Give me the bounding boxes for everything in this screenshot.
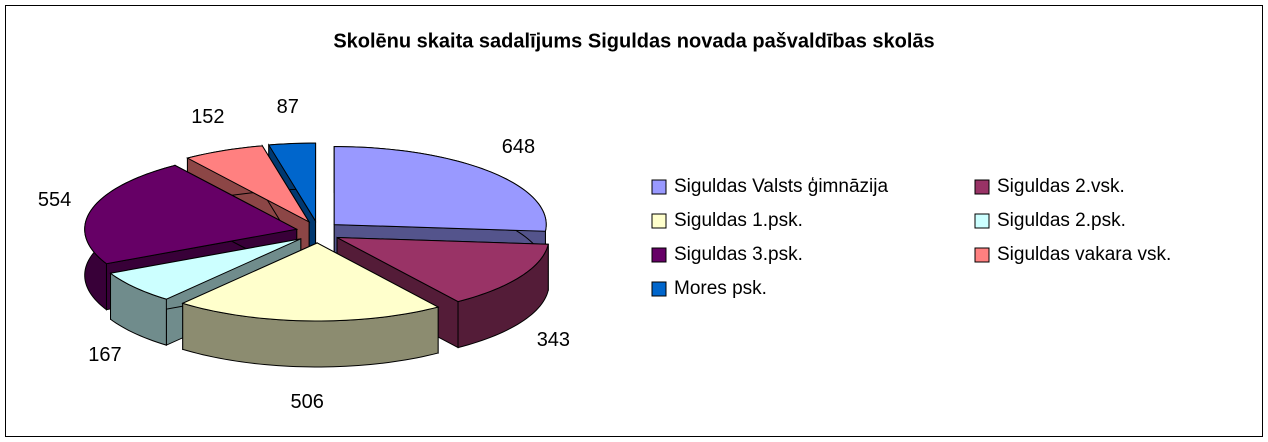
slice	[181, 242, 440, 322]
legend-label: Siguldas vakara vsk.	[997, 244, 1171, 265]
slice	[84, 164, 299, 265]
legend-swatch	[651, 213, 667, 229]
legend-label: Mores psk.	[674, 278, 767, 299]
legend-swatch	[651, 247, 667, 263]
legend-label: Siguldas 2.vsk.	[997, 176, 1125, 197]
legend-label: Siguldas Valsts ģimnāzija	[674, 176, 888, 197]
legend-swatch	[651, 281, 667, 297]
legend-label: Siguldas 2.psk.	[997, 210, 1126, 231]
data-label: 506	[291, 391, 324, 413]
legend-swatch	[651, 179, 667, 195]
data-label: 554	[38, 189, 71, 211]
legend-label: Siguldas 3.psk.	[674, 244, 803, 265]
data-label: 648	[502, 136, 535, 158]
slice	[333, 146, 547, 232]
data-label: 343	[537, 329, 570, 351]
slice	[336, 237, 549, 303]
data-label: 87	[277, 96, 299, 118]
data-label: 152	[191, 106, 224, 128]
legend-swatch	[974, 179, 990, 195]
data-label: 167	[88, 344, 121, 366]
slice	[267, 142, 317, 223]
slice	[109, 238, 301, 300]
slice	[186, 145, 311, 224]
chart-title: Skolēnu skaita sadalījums Siguldas novad…	[333, 30, 934, 52]
legend-swatch	[974, 247, 990, 263]
legend-label: Siguldas 1.psk.	[674, 210, 803, 231]
legend-swatch	[974, 213, 990, 229]
